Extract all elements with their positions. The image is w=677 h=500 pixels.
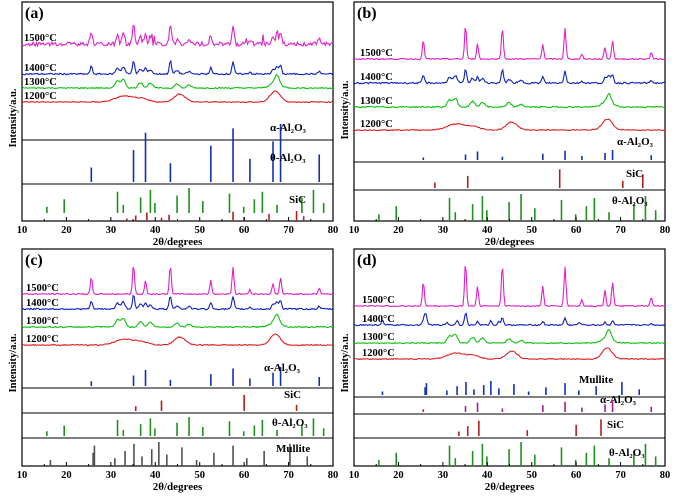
plot-frame [21,1,334,222]
x-tick-label: 70 [283,225,294,236]
x-tick-label: 20 [61,225,72,236]
x-tick-label: 70 [615,225,626,236]
series-line [22,333,334,347]
x-tick-label: 70 [283,470,294,481]
x-tick-label: 60 [571,470,582,481]
x-axis-title: 2θ/degrees [485,236,535,248]
reference-label: θ-Al₂O₃ [270,152,306,164]
x-tick-label: 40 [150,470,161,481]
x-tick-label: 20 [393,470,404,481]
x-tick-label: 60 [571,225,582,236]
reference-label: θ-Al₂O₃ [612,195,648,207]
series-label: 1500°C [24,33,57,44]
panel-label: (c) [25,252,43,269]
x-tick-label: 40 [482,470,493,481]
series-line [353,266,666,308]
x-tick-label: 80 [328,225,339,236]
series-line [353,68,665,85]
reference-label: α-Al₂O₃ [617,136,654,148]
x-axis-title: 2θ/degrees [485,481,535,493]
x-tick-label: 20 [393,225,404,236]
reference-label: Mullite [579,374,613,386]
x-tick-label: 50 [526,470,537,481]
y-axis-title: Intensity/a.u. [8,88,19,147]
panel-label: (a) [25,5,44,22]
series-label: 1200°C [26,334,59,345]
panel-label: (b) [357,5,377,22]
reference-label: α-Al₂O₃ [600,394,637,406]
x-tick-label: 40 [150,225,161,236]
y-axis-title: Intensity/a.u. [340,333,351,392]
series-label: 1500°C [26,283,59,294]
series-label: 1300°C [24,77,57,88]
series-label: 1400°C [24,63,57,74]
series-line [353,27,666,61]
x-tick-label: 60 [239,225,250,236]
panel-a: (a) 1500°C 1400°C 1300°C 1200°C α-Al₂O₃ θ-Al₂O… [8,1,339,248]
x-tick-label: 10 [17,225,28,236]
series-line [21,294,334,311]
x-tick-label: 40 [482,225,493,236]
x-tick-label: 30 [106,225,117,236]
series-label: 1200°C [360,119,393,130]
x-tick-label: 30 [106,470,117,481]
x-tick-label: 10 [17,470,28,481]
series-line [353,312,666,327]
reference-label: SiC [626,168,643,180]
series-label: 1200°C [362,348,395,359]
series-line [22,24,334,48]
y-axis-title: Intensity/a.u. [8,333,19,392]
series-line [354,347,666,361]
x-tick-label: 80 [660,225,671,236]
y-axis-title: Intensity/a.u. [340,80,351,139]
x-axis-title: 2θ/degrees [153,236,203,248]
plot-frame [353,1,666,222]
reference-label: SiC [607,419,624,431]
series-line [21,59,334,76]
x-tick-label: 30 [438,470,449,481]
reference-label: α-Al₂O₃ [264,362,301,374]
panel-c: (c) 1500°C 1400°C 1300°C 1200°C α-Al₂O₃ SiC θ-A… [8,248,339,493]
reference-label: SiC [289,194,306,206]
series-line [21,313,334,329]
series-label: 1500°C [360,48,393,59]
series-label: 1300°C [360,96,393,107]
x-tick-label: 10 [349,225,360,236]
panel-label: (d) [357,252,377,269]
series-line [21,266,333,296]
series-label: 1500°C [362,295,395,306]
series-label: 1300°C [362,332,395,343]
x-tick-label: 50 [194,470,205,481]
x-tick-label: 80 [660,470,671,481]
series-label: 1200°C [24,91,57,102]
panel-b: (b) 1500°C 1400°C 1300°C 1200°C α-Al₂O₃ SiC θ-A… [340,1,671,248]
x-axis-title: 2θ/degrees [153,481,203,493]
x-tick-label: 30 [438,225,449,236]
series-line [21,90,334,104]
x-tick-label: 80 [328,470,339,481]
series-line [353,329,666,345]
series-label: 1400°C [360,72,393,83]
x-tick-label: 60 [239,470,250,481]
x-tick-label: 50 [194,225,205,236]
series-label: 1400°C [362,314,395,325]
series-line [21,73,334,90]
reference-label: Mullite [276,443,310,455]
reference-label: θ-Al₂O₃ [272,417,308,429]
x-tick-label: 50 [526,225,537,236]
series-line [353,118,666,132]
x-tick-label: 20 [61,470,72,481]
panel-d: (d) 1500°C 1400°C 1300°C 1200°C Mullite α-Al₂O… [340,248,671,493]
x-tick-label: 70 [615,470,626,481]
reference-label: SiC [284,389,301,401]
series-label: 1400°C [26,298,59,309]
series-label: 1300°C [26,316,59,327]
reference-label: θ-Al₂O₃ [609,447,645,459]
series-line [353,92,666,109]
x-tick-label: 10 [349,470,360,481]
reference-label: α-Al₂O₃ [270,122,307,134]
